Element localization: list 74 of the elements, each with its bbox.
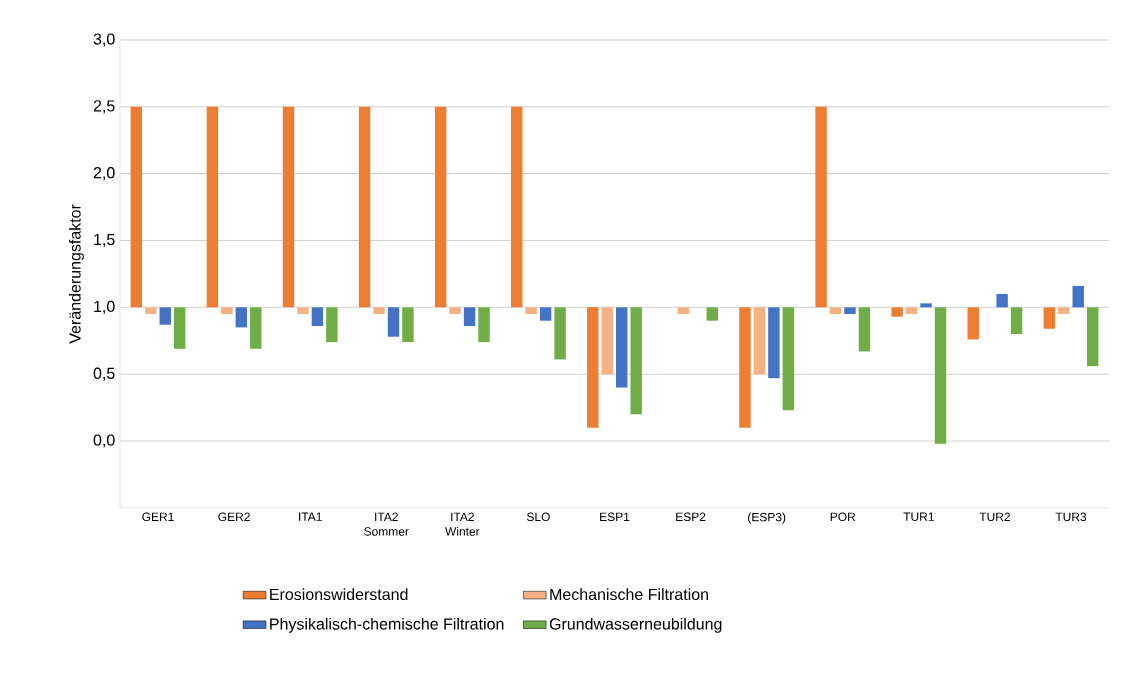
y-axis-title: Veränderungsfaktor <box>68 204 84 344</box>
bar <box>815 106 827 308</box>
bar <box>1043 307 1056 329</box>
y-tick-label: 2,5 <box>93 100 115 114</box>
bar <box>311 307 324 327</box>
bar <box>905 307 918 315</box>
y-tick-label: 2,0 <box>93 167 115 181</box>
bar <box>282 106 295 308</box>
bar <box>449 307 461 315</box>
bar <box>130 106 143 308</box>
x-tick-label: TUR3 <box>1055 512 1087 522</box>
bar <box>539 307 552 321</box>
bar <box>753 307 766 375</box>
bar <box>630 307 642 415</box>
x-tick-label: GER1 <box>142 512 174 522</box>
bar <box>387 307 400 337</box>
bar <box>373 307 385 315</box>
bar <box>402 307 414 343</box>
y-tick-label: 0,0 <box>93 434 115 448</box>
bar <box>235 307 248 328</box>
x-tick-label: ESP1 <box>600 512 630 522</box>
bar <box>525 307 537 315</box>
bar <box>1058 307 1070 315</box>
bar <box>706 307 718 321</box>
bar <box>601 307 613 375</box>
x-tick-label: TUR1 <box>903 512 934 522</box>
x-tick-label: SLO <box>526 512 550 522</box>
y-tick-label: 3,0 <box>93 33 115 47</box>
bar <box>677 307 690 315</box>
bar <box>326 307 338 343</box>
y-tick-label: 1,0 <box>94 300 115 315</box>
bar <box>250 307 262 349</box>
x-tick-label: (ESP3) <box>748 512 786 524</box>
bar <box>967 307 979 340</box>
bar <box>616 307 628 388</box>
bar <box>434 106 447 308</box>
bar <box>739 307 751 428</box>
legend-label: Mechanische Filtration <box>550 588 708 601</box>
legend-label: Erosionswiderstand <box>270 588 408 601</box>
x-tick-label: GER2 <box>218 512 250 522</box>
bar <box>145 307 157 315</box>
bar <box>297 307 309 315</box>
bar <box>173 307 186 349</box>
x-tick-label: ESP2 <box>676 512 706 522</box>
bar <box>221 307 233 315</box>
legend-label: Physikalisch-chemische Filtration <box>270 617 504 633</box>
x-tick-label: ITA2 Winter <box>445 512 480 536</box>
bar <box>554 307 566 360</box>
bar <box>478 307 490 343</box>
bar <box>511 106 523 308</box>
bar <box>1086 307 1099 367</box>
bar <box>934 307 947 444</box>
bar <box>358 106 371 308</box>
bar <box>891 307 903 317</box>
x-tick-label: ITA1 <box>299 512 322 521</box>
x-tick-label: TUR2 <box>979 512 1010 522</box>
x-tick-label: ITA2 Sommer <box>364 512 409 536</box>
bar <box>159 307 171 325</box>
legend-label: Grundwasserneubildung <box>549 617 722 633</box>
bar <box>858 307 871 352</box>
y-tick-label: 0,5 <box>93 367 115 381</box>
bar <box>782 307 795 411</box>
bar <box>1072 286 1084 308</box>
bar <box>829 307 842 315</box>
y-tick-label: 1,5 <box>94 234 115 248</box>
x-tick-label: POR <box>830 512 856 522</box>
bar <box>996 294 1008 308</box>
bar <box>920 303 932 308</box>
bar <box>206 106 219 308</box>
bar <box>463 307 476 327</box>
bar <box>844 307 856 315</box>
bar <box>587 307 599 428</box>
bar <box>1010 307 1023 335</box>
bar <box>768 307 780 379</box>
